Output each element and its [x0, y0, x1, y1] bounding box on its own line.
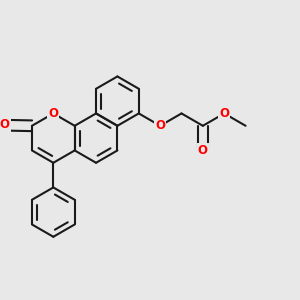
Text: O: O — [48, 107, 58, 120]
Text: O: O — [219, 107, 229, 120]
Text: O: O — [0, 118, 10, 131]
Text: O: O — [198, 144, 208, 157]
Text: O: O — [155, 119, 165, 132]
